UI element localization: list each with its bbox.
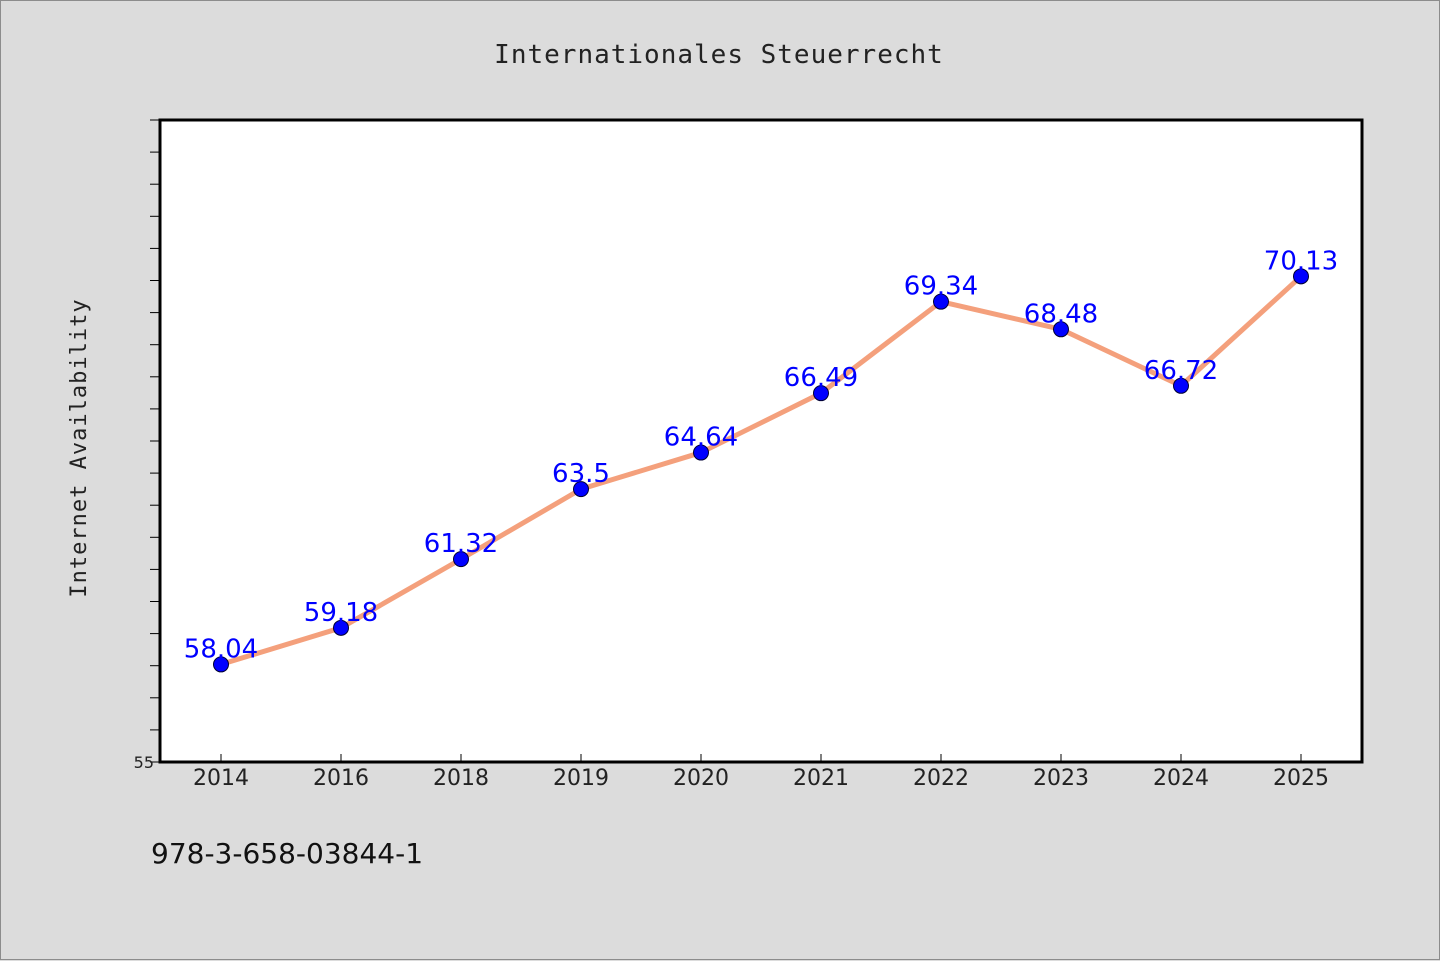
- data-point: [693, 444, 709, 461]
- data-point: [213, 656, 229, 673]
- data-label: 70.13: [1264, 246, 1338, 276]
- y-tick-label: 55: [134, 753, 154, 772]
- x-tick-label: 2023: [1033, 766, 1089, 791]
- data-label: 68.48: [1024, 299, 1098, 329]
- data-label: 66.72: [1144, 356, 1218, 386]
- data-point: [813, 385, 829, 402]
- data-point: [1293, 268, 1309, 285]
- x-tick-label: 2018: [433, 766, 489, 791]
- data-point: [1053, 321, 1069, 338]
- x-tick-label: 2024: [1153, 766, 1209, 791]
- data-label: 58.04: [184, 634, 258, 664]
- data-label: 66.49: [784, 363, 858, 393]
- x-tick-label: 2016: [313, 766, 369, 791]
- series-line: [218, 273, 1304, 667]
- data-label: 61.32: [424, 529, 498, 559]
- isbn-text: 978-3-658-03844-1: [151, 837, 423, 870]
- data-label: 69.34: [904, 272, 978, 302]
- data-label: 63.5: [552, 459, 610, 489]
- data-markers: [213, 268, 1309, 673]
- data-point: [1173, 377, 1189, 394]
- plot-area: [158, 118, 1364, 764]
- x-tick-label: 2022: [913, 766, 969, 791]
- x-axis-ticks: 2014 2016 2018 2019 2020 2021 2022 2023 2024 2025: [193, 754, 1329, 791]
- x-tick-label: 2019: [553, 766, 609, 791]
- chart-title: Internationales Steuerrecht: [494, 40, 944, 70]
- y-axis-label: Internet Availability: [67, 298, 92, 597]
- data-labels-group: 58.04 59.18 61.32 63.5 64.64 66.49 69.34 68.48 6…: [184, 246, 1338, 664]
- data-point: [573, 481, 589, 498]
- series-line-group: [218, 273, 1304, 667]
- data-label: 64.64: [664, 423, 738, 453]
- y-axis-ticks: 55: [134, 119, 160, 772]
- x-tick-label: 2021: [793, 766, 849, 791]
- x-tick-label: 2025: [1273, 766, 1329, 791]
- x-tick-label: 2020: [673, 766, 729, 791]
- data-point: [933, 293, 949, 310]
- x-tick-label: 2014: [193, 766, 249, 791]
- data-point: [453, 551, 469, 568]
- data-label: 59.18: [304, 598, 378, 628]
- data-point: [333, 619, 349, 636]
